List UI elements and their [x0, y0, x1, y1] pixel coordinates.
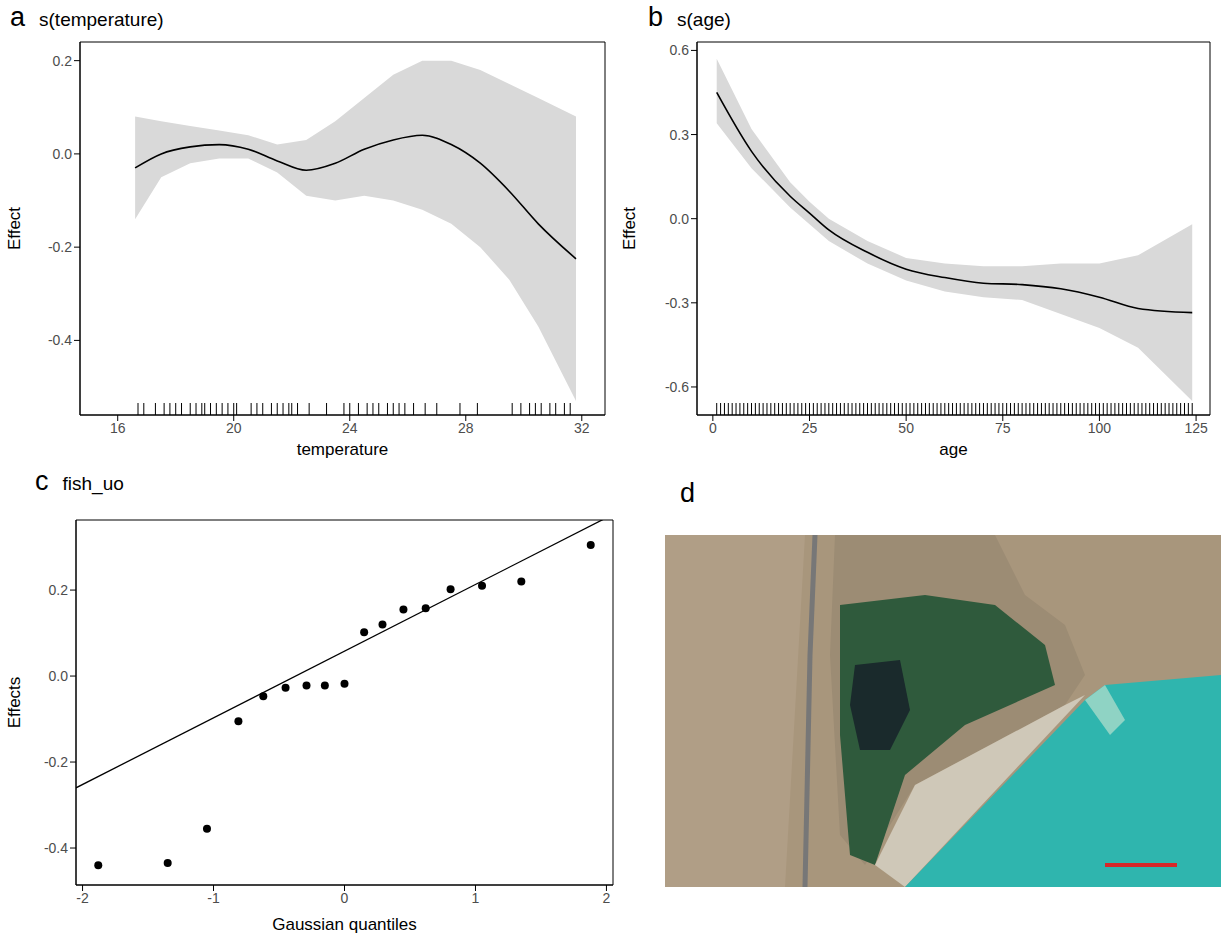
svg-text:-0.4: -0.4 — [44, 840, 68, 856]
svg-text:0.0: 0.0 — [53, 146, 73, 162]
svg-text:100: 100 — [1088, 420, 1112, 436]
svg-text:age: age — [939, 440, 967, 459]
svg-text:-0.6: -0.6 — [665, 379, 689, 395]
svg-text:1: 1 — [472, 890, 480, 906]
svg-text:2: 2 — [603, 890, 611, 906]
svg-text:temperature: temperature — [297, 440, 389, 459]
svg-text:0.0: 0.0 — [670, 211, 690, 227]
svg-text:25: 25 — [802, 420, 818, 436]
svg-text:20: 20 — [226, 420, 242, 436]
svg-text:28: 28 — [458, 420, 474, 436]
svg-text:Gaussian quantiles: Gaussian quantiles — [272, 915, 417, 934]
svg-text:-0.2: -0.2 — [44, 754, 68, 770]
svg-text:0.2: 0.2 — [49, 582, 69, 598]
svg-text:75: 75 — [995, 420, 1011, 436]
svg-text:-1: -1 — [207, 890, 220, 906]
html-text:d: d — [680, 478, 695, 508]
svg-text:0.6: 0.6 — [670, 42, 690, 58]
svg-text:16: 16 — [110, 420, 126, 436]
svg-text:0.2: 0.2 — [53, 53, 73, 69]
svg-text:50: 50 — [898, 420, 914, 436]
html-text:b: b — [648, 2, 663, 32]
html-text:fish_uo: fish_uo — [62, 473, 124, 494]
svg-text:0.3: 0.3 — [670, 127, 690, 143]
svg-text:Effects: Effects — [5, 677, 24, 729]
svg-text:Effect: Effect — [5, 207, 24, 250]
svg-text:0: 0 — [709, 420, 717, 436]
svg-text:-0.2: -0.2 — [48, 239, 72, 255]
html-text:c: c — [35, 466, 49, 496]
svg-text:32: 32 — [574, 420, 590, 436]
svg-text:0.0: 0.0 — [49, 668, 69, 684]
svg-text:Effect: Effect — [620, 207, 639, 250]
html-text:s(age): s(age) — [677, 9, 731, 30]
svg-text:-0.3: -0.3 — [665, 295, 689, 311]
svg-text:-0.4: -0.4 — [48, 332, 72, 348]
html-text:s(temperature): s(temperature) — [39, 9, 164, 30]
html-text:a: a — [10, 2, 25, 32]
svg-text:-2: -2 — [76, 890, 89, 906]
svg-text:0: 0 — [341, 890, 349, 906]
svg-text:125: 125 — [1184, 420, 1208, 436]
svg-text:24: 24 — [342, 420, 358, 436]
